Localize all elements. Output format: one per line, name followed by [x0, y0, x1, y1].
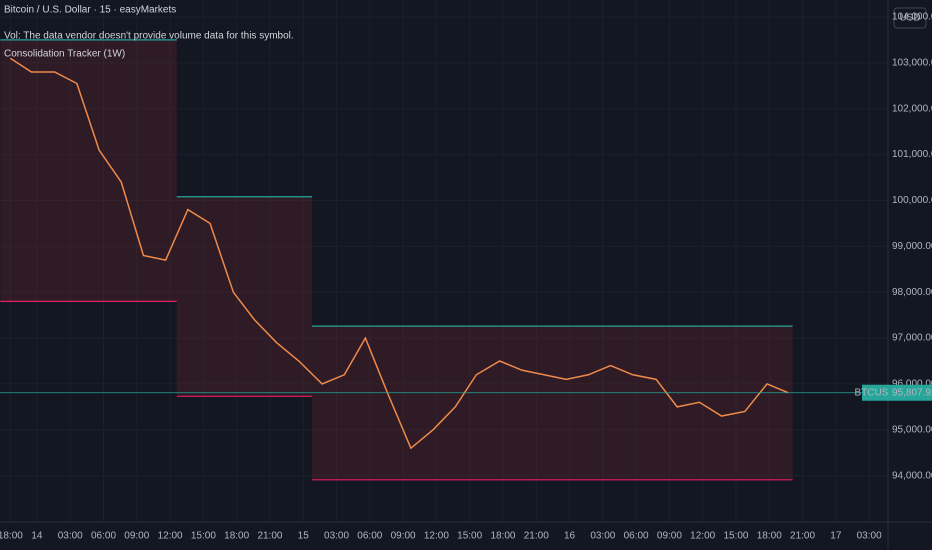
y-tick-label: 95,000.00: [892, 424, 932, 435]
currency-button[interactable]: [893, 7, 927, 29]
x-tick-label: 15:00: [457, 531, 482, 542]
x-tick-label: 18:00: [0, 531, 23, 542]
price-line: [9, 57, 789, 450]
symbol-title: Bitcoin / U.S. Dollar · 15 · easyMarkets: [4, 5, 176, 16]
y-tick-label: 104,000.00: [892, 12, 932, 23]
symbol-label: BTCUSD: [854, 387, 895, 398]
x-tick-label: 06:00: [624, 531, 649, 542]
x-tick-label: 12:00: [690, 531, 715, 542]
x-tick-label: 06:00: [357, 531, 382, 542]
x-tick-label: 09:00: [657, 531, 682, 542]
y-tick-label: 94,000.00: [892, 470, 932, 481]
plot: [0, 39, 888, 481]
zone: [312, 326, 793, 480]
x-tick-label: 18:00: [224, 531, 249, 542]
x-tick-label: 16: [564, 531, 576, 542]
zone: [176, 196, 313, 397]
symbol-tag: [862, 384, 888, 401]
zone: [0, 39, 177, 302]
x-tick-label: 06:00: [91, 531, 116, 542]
x-tick-label: 09:00: [124, 531, 149, 542]
x-tick-label: 03:00: [857, 531, 882, 542]
x-tick-label: 21:00: [257, 531, 282, 542]
indicator-name: Consolidation Tracker (1W): [4, 49, 125, 60]
x-tick-label: 17: [830, 531, 842, 542]
x-tick-label: 15:00: [191, 531, 216, 542]
price-label: 95,807.92: [892, 387, 932, 398]
volume-note: Vol: The data vendor doesn't provide vol…: [4, 31, 294, 42]
x-tick-label: 12:00: [158, 531, 183, 542]
x-tick-label: 15: [298, 531, 310, 542]
x-tick-label: 12:00: [424, 531, 449, 542]
y-tick-label: 103,000.00: [892, 57, 932, 68]
x-tick-label: 03:00: [590, 531, 615, 542]
price-tag: [888, 384, 932, 401]
y-tick-label: 97,000.00: [892, 333, 932, 344]
x-tick-label: 18:00: [490, 531, 515, 542]
y-tick-label: 102,000.00: [892, 103, 932, 114]
x-tick-label: 18:00: [757, 531, 782, 542]
currency-label[interactable]: USD: [899, 13, 920, 24]
x-tick-label: 03:00: [58, 531, 83, 542]
x-tick-label: 03:00: [324, 531, 349, 542]
x-tick-label: 09:00: [391, 531, 416, 542]
y-tick-label: 100,000.00: [892, 195, 932, 206]
y-tick-label: 98,000.00: [892, 287, 932, 298]
x-tick-label: 15:00: [723, 531, 748, 542]
y-tick-label: 99,000.00: [892, 241, 932, 252]
y-tick-label: 96,000.00: [892, 379, 932, 390]
x-tick-label: 21:00: [524, 531, 549, 542]
y-tick-label: 101,000.00: [892, 149, 932, 160]
x-tick-label: 14: [31, 531, 43, 542]
x-tick-label: 21:00: [790, 531, 815, 542]
